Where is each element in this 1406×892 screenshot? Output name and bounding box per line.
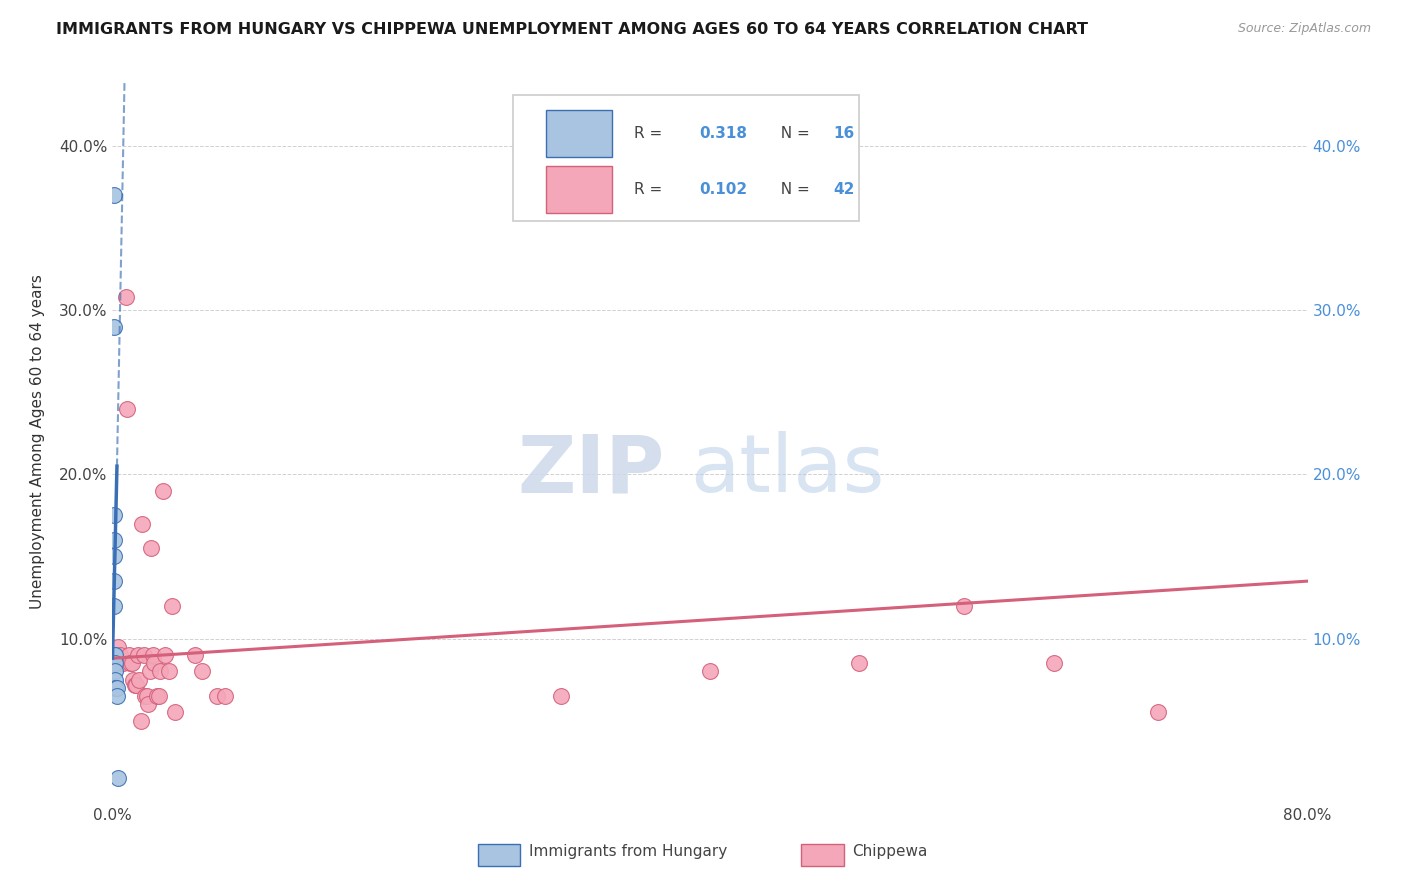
Point: [103, 599, 125, 613]
Point: [550, 689, 572, 703]
Point: [165, 706, 187, 720]
Point: [191, 665, 214, 679]
Point: [205, 689, 228, 703]
Text: R =: R =: [634, 126, 666, 141]
Point: [103, 574, 125, 588]
Point: [104, 648, 127, 662]
FancyBboxPatch shape: [513, 95, 859, 221]
Point: [110, 657, 132, 671]
Text: N =: N =: [770, 182, 814, 197]
Point: [121, 657, 143, 671]
Point: [152, 483, 174, 498]
Point: [135, 689, 157, 703]
Text: N =: N =: [770, 126, 814, 141]
Text: ZIP: ZIP: [517, 432, 664, 509]
Point: [107, 771, 129, 785]
Text: 0.102: 0.102: [699, 182, 748, 197]
Point: [103, 648, 125, 662]
Point: [142, 648, 165, 662]
Point: [149, 665, 172, 679]
Point: [120, 657, 142, 671]
Text: R =: R =: [634, 182, 666, 197]
Point: [132, 648, 155, 662]
FancyBboxPatch shape: [547, 166, 612, 213]
Text: atlas: atlas: [690, 432, 884, 509]
Point: [131, 516, 153, 531]
Text: Source: ZipAtlas.com: Source: ZipAtlas.com: [1237, 22, 1371, 36]
Point: [104, 673, 127, 687]
Point: [125, 677, 148, 691]
Point: [148, 689, 170, 703]
Point: [117, 401, 139, 416]
Text: Immigrants from Hungary: Immigrants from Hungary: [529, 845, 727, 859]
Text: 0.318: 0.318: [699, 126, 747, 141]
Point: [115, 290, 138, 304]
Point: [104, 681, 127, 695]
Point: [127, 648, 149, 662]
Point: [146, 689, 169, 703]
Text: 42: 42: [834, 182, 855, 197]
Point: [162, 599, 183, 613]
Point: [105, 689, 128, 703]
Point: [128, 673, 150, 687]
Point: [104, 665, 127, 679]
Point: [848, 657, 870, 671]
Point: [129, 714, 152, 728]
Point: [103, 188, 125, 202]
Point: [139, 665, 162, 679]
Point: [141, 541, 163, 556]
Point: [134, 689, 156, 703]
Point: [183, 648, 205, 662]
Y-axis label: Unemployment Among Ages 60 to 64 years: Unemployment Among Ages 60 to 64 years: [31, 274, 45, 609]
Point: [103, 319, 125, 334]
Point: [103, 508, 125, 523]
Point: [1147, 706, 1170, 720]
Point: [143, 657, 166, 671]
Point: [111, 657, 134, 671]
Point: [699, 665, 721, 679]
FancyBboxPatch shape: [547, 110, 612, 157]
Point: [118, 648, 141, 662]
Point: [108, 648, 131, 662]
Point: [122, 673, 145, 687]
Point: [153, 648, 176, 662]
Point: [104, 657, 127, 671]
Point: [138, 698, 160, 712]
Point: [953, 599, 976, 613]
Point: [157, 665, 180, 679]
Point: [103, 549, 125, 564]
Point: [1042, 657, 1064, 671]
Point: [107, 640, 129, 654]
Text: 16: 16: [834, 126, 855, 141]
Point: [103, 533, 125, 547]
Text: Chippewa: Chippewa: [852, 845, 928, 859]
Point: [214, 689, 236, 703]
Point: [105, 681, 128, 695]
Text: IMMIGRANTS FROM HUNGARY VS CHIPPEWA UNEMPLOYMENT AMONG AGES 60 TO 64 YEARS CORRE: IMMIGRANTS FROM HUNGARY VS CHIPPEWA UNEM…: [56, 22, 1088, 37]
Point: [124, 677, 146, 691]
